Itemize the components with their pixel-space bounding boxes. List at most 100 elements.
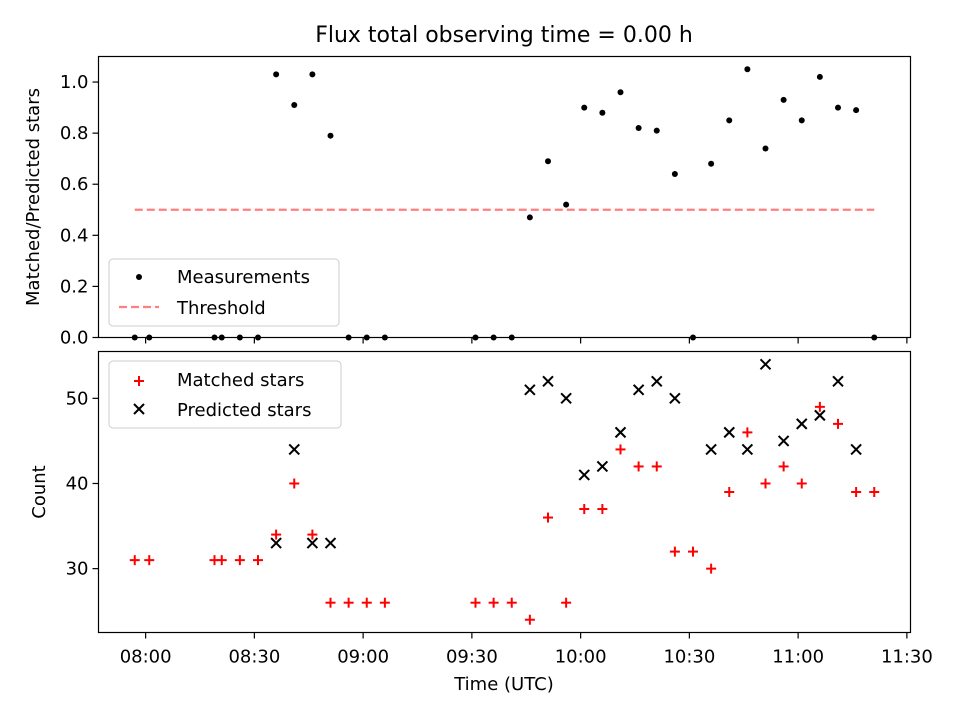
legend-measurements-label: Measurements — [177, 267, 310, 288]
bottom-ylabel: Count — [29, 465, 50, 518]
matched-point — [851, 487, 862, 497]
measurement-point — [327, 132, 334, 139]
top-legend-box — [108, 258, 340, 327]
matched-point — [488, 597, 499, 608]
matched-point — [778, 461, 789, 472]
matched-point — [651, 461, 662, 472]
matched-point — [524, 614, 535, 625]
bottom-xtick-label: 10:30 — [663, 647, 715, 668]
measurement-point — [853, 107, 860, 114]
predicted-point — [777, 435, 790, 447]
bottom-xtick-label: 10:00 — [555, 647, 607, 668]
matched-point — [615, 444, 626, 455]
predicted-point — [324, 537, 337, 549]
legend-predicted-label: Predicted stars — [177, 400, 311, 421]
measurement-point — [780, 96, 787, 103]
predicted-point — [850, 443, 862, 456]
top-plot-frame — [97, 55, 912, 339]
matched-point — [289, 478, 300, 489]
matched-point — [742, 427, 753, 438]
matched-point — [869, 487, 880, 497]
matched-point — [506, 597, 517, 608]
measurement-point — [816, 73, 823, 80]
predicted-point — [741, 443, 754, 456]
predicted-point — [614, 426, 627, 439]
bottom-xlabel: Time (UTC) — [453, 674, 554, 695]
measurement-point — [762, 145, 769, 152]
measurement-point — [599, 109, 606, 116]
matched-point — [833, 418, 843, 429]
bottom-ytick-label: 40 — [66, 473, 89, 494]
legend-predicted-marker — [133, 403, 145, 415]
matched-point — [814, 401, 825, 412]
matched-point — [379, 597, 390, 608]
measurement-point — [671, 171, 678, 178]
predicted-point — [814, 409, 826, 422]
measurement-point — [798, 117, 805, 124]
predicted-point — [723, 426, 735, 439]
chart-title: Flux total observing time = 0.00 h — [315, 23, 693, 48]
matched-point — [129, 555, 140, 566]
matched-point — [234, 555, 245, 566]
bottom-xtick-label: 08:00 — [120, 647, 172, 668]
matched-point — [706, 563, 717, 574]
legend-matched-label: Matched stars — [177, 370, 304, 391]
predicted-point — [632, 384, 645, 396]
matched-point — [271, 529, 282, 540]
measurement-point — [708, 160, 715, 167]
matched-point — [796, 478, 807, 489]
measurement-point — [635, 125, 642, 132]
predicted-point — [560, 392, 572, 405]
top-ytick-label: 0.6 — [60, 174, 89, 195]
top-ytick-label: 0.8 — [60, 123, 89, 144]
bottom-ytick-label: 50 — [66, 388, 89, 409]
predicted-point — [651, 375, 663, 388]
matched-point — [669, 546, 680, 557]
predicted-point — [832, 375, 844, 388]
measurement-point — [835, 104, 841, 111]
predicted-point — [270, 537, 282, 549]
bottom-legend: Matched stars Predicted stars — [108, 360, 342, 429]
measurement-point — [653, 127, 660, 134]
measurement-point — [617, 89, 624, 96]
predicted-point — [524, 384, 536, 396]
measurement-point — [726, 117, 733, 124]
bottom-xtick-label: 09:30 — [446, 647, 498, 668]
bottom-plot-frame — [97, 350, 912, 634]
matched-point — [561, 597, 572, 608]
matched-point — [597, 504, 608, 515]
matched-point — [724, 487, 735, 497]
predicted-point — [578, 469, 590, 481]
bottom-xtick-label: 09:00 — [337, 647, 389, 668]
measurement-point — [581, 104, 588, 111]
bottom-ytick-label: 30 — [66, 559, 89, 580]
predicted-point — [306, 537, 319, 549]
bottom-xtick-label: 11:30 — [881, 647, 933, 668]
bottom-panel: 30 40 50 08:00 08:30 09:00 09:30 10:00 10:30 11:0… — [29, 350, 933, 695]
top-ytick-label: 0.0 — [60, 328, 89, 349]
matched-point — [361, 597, 372, 608]
bottom-xtick-label: 08:30 — [228, 647, 280, 668]
measurement-point — [309, 71, 316, 78]
predicted-point — [705, 443, 717, 456]
matched-point — [579, 504, 590, 515]
matched-point — [253, 555, 263, 566]
predicted-point — [596, 460, 609, 473]
matched-point — [343, 597, 354, 608]
predicted-point — [759, 358, 772, 370]
top-ytick-label: 0.2 — [60, 276, 89, 297]
top-ylabel: Matched/Predicted stars — [23, 88, 44, 306]
matched-point — [470, 597, 481, 608]
measurement-point — [563, 201, 570, 208]
top-legend: Measurements Threshold — [108, 258, 340, 327]
measurement-point — [526, 214, 533, 221]
legend-threshold-label: Threshold — [176, 298, 266, 319]
matched-point — [144, 555, 155, 566]
measurement-point — [273, 71, 280, 78]
legend-matched-marker — [134, 376, 144, 386]
bottom-xtick-label: 11:00 — [772, 647, 824, 668]
matched-point — [688, 546, 698, 557]
predicted-point — [288, 443, 300, 456]
